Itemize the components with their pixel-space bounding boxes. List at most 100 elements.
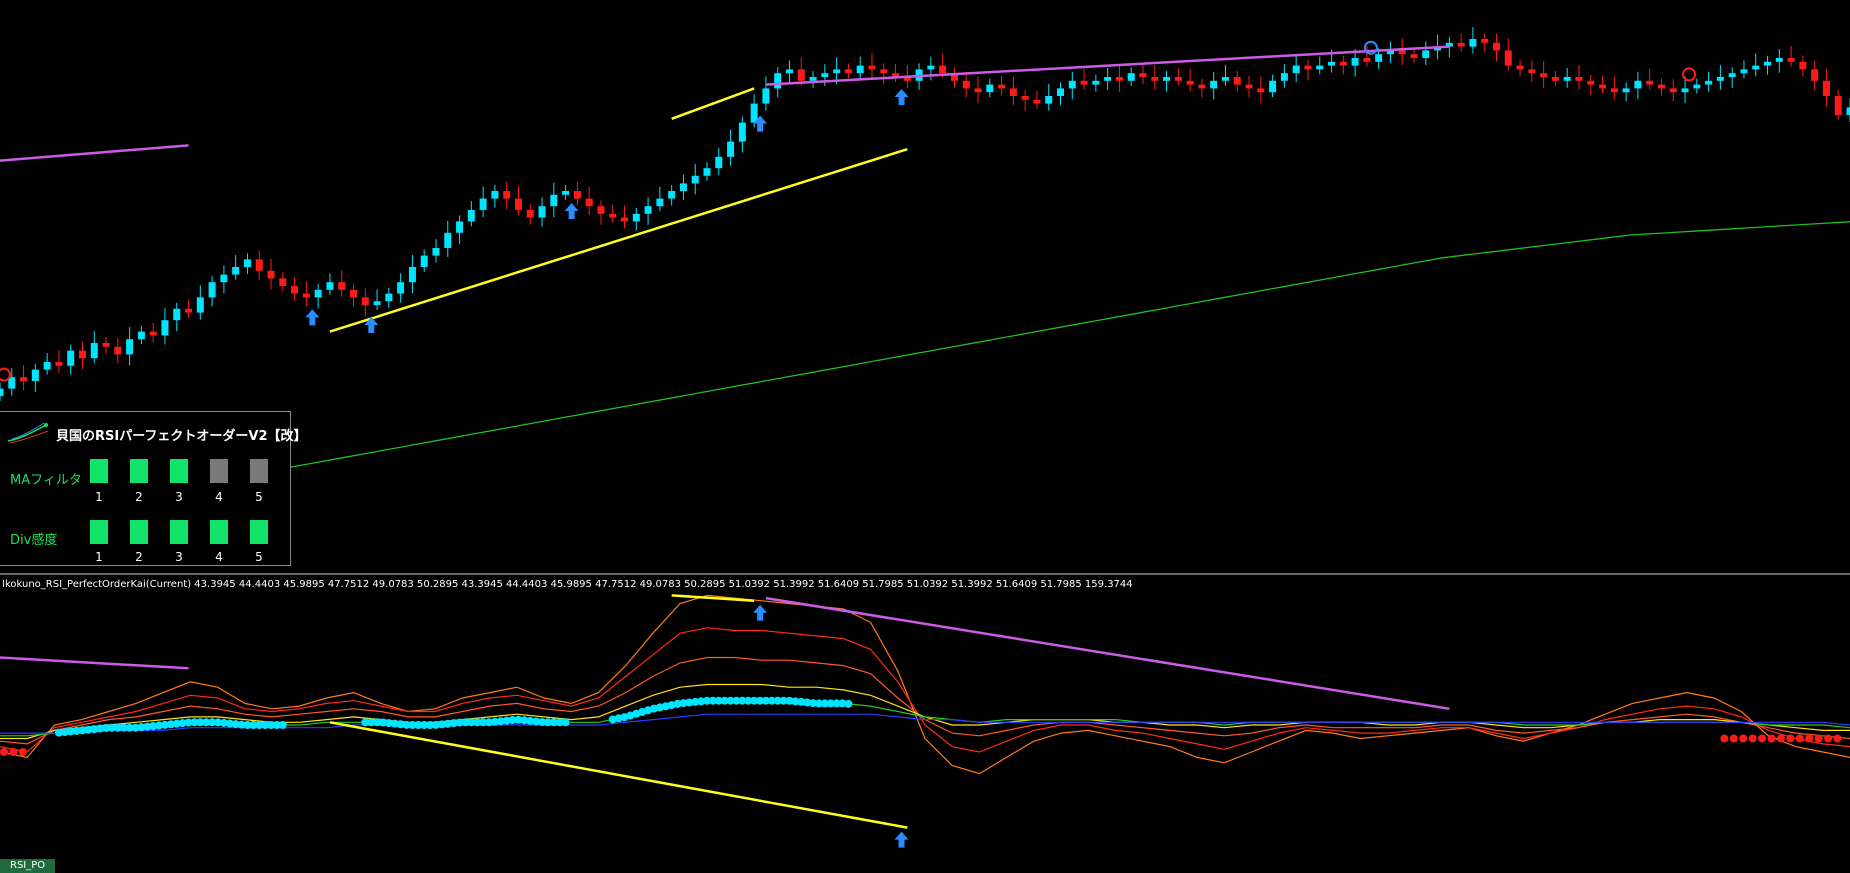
bull-candle[interactable]: [1351, 58, 1359, 66]
bear-candle[interactable]: [1033, 99, 1041, 104]
bull-candle[interactable]: [1292, 65, 1300, 74]
bear-candle[interactable]: [1657, 84, 1665, 89]
buy-arrow-icon[interactable]: [894, 89, 909, 105]
bull-candle[interactable]: [1221, 77, 1229, 81]
bull-candle[interactable]: [809, 77, 817, 81]
bottom-tab-rsi-po[interactable]: RSI_PO: [0, 859, 55, 873]
bear-candle[interactable]: [338, 282, 346, 290]
bull-candle[interactable]: [562, 191, 570, 195]
bull-candle[interactable]: [1846, 107, 1850, 115]
signal-ring-icon[interactable]: [1682, 67, 1697, 82]
bear-candle[interactable]: [1174, 77, 1182, 81]
ma-filter-toggle-3[interactable]: [170, 459, 188, 483]
bull-candle[interactable]: [833, 69, 841, 74]
bear-candle[interactable]: [998, 84, 1006, 89]
bear-candle[interactable]: [1186, 80, 1194, 85]
bull-candle[interactable]: [856, 65, 864, 74]
signal-ring-icon[interactable]: [1363, 40, 1378, 55]
bull-candle[interactable]: [703, 168, 711, 176]
bear-candle[interactable]: [903, 77, 911, 81]
bull-candle[interactable]: [1045, 96, 1053, 104]
bull-candle[interactable]: [137, 331, 145, 340]
bull-candle[interactable]: [173, 308, 181, 321]
div-toggle-4[interactable]: [210, 520, 228, 544]
bull-candle[interactable]: [986, 84, 994, 93]
bear-candle[interactable]: [1457, 42, 1465, 47]
bear-candle[interactable]: [1339, 61, 1347, 66]
bear-candle[interactable]: [1646, 80, 1654, 85]
bear-candle[interactable]: [962, 80, 970, 89]
bull-candle[interactable]: [1163, 77, 1171, 81]
bull-candle[interactable]: [1092, 80, 1100, 85]
bull-candle[interactable]: [762, 88, 770, 104]
bull-candle[interactable]: [479, 198, 487, 210]
bear-candle[interactable]: [621, 217, 629, 222]
bull-candle[interactable]: [8, 377, 16, 389]
bull-candle[interactable]: [1634, 80, 1642, 89]
bull-candle[interactable]: [1563, 77, 1571, 81]
bull-candle[interactable]: [656, 198, 664, 207]
bear-candle[interactable]: [880, 69, 888, 74]
bull-candle[interactable]: [1752, 65, 1760, 70]
bear-candle[interactable]: [1599, 84, 1607, 89]
bull-candle[interactable]: [632, 213, 640, 222]
bear-candle[interactable]: [55, 362, 63, 366]
bull-candle[interactable]: [1269, 80, 1277, 93]
bear-candle[interactable]: [1587, 80, 1595, 85]
bull-candle[interactable]: [1445, 42, 1453, 47]
bull-candle[interactable]: [232, 267, 240, 275]
bear-candle[interactable]: [1811, 69, 1819, 81]
bull-candle[interactable]: [821, 73, 829, 77]
bear-candle[interactable]: [1492, 42, 1500, 51]
bear-candle[interactable]: [361, 297, 369, 305]
bull-candle[interactable]: [538, 206, 546, 218]
bull-candle[interactable]: [1280, 73, 1288, 81]
bull-candle[interactable]: [1057, 88, 1065, 96]
bull-candle[interactable]: [1681, 88, 1689, 93]
bear-candle[interactable]: [302, 293, 310, 298]
bear-candle[interactable]: [1528, 69, 1536, 74]
bear-candle[interactable]: [255, 259, 263, 271]
bull-candle[interactable]: [1386, 50, 1394, 55]
bull-candle[interactable]: [67, 350, 75, 366]
bear-candle[interactable]: [526, 210, 534, 218]
bear-candle[interactable]: [1245, 84, 1253, 89]
bull-candle[interactable]: [208, 282, 216, 298]
ma-filter-toggle-2[interactable]: [130, 459, 148, 483]
bear-candle[interactable]: [844, 69, 852, 74]
bull-candle[interactable]: [1728, 73, 1736, 77]
rsi-trend-line-magenta[interactable]: [0, 656, 189, 670]
bear-candle[interactable]: [1540, 73, 1548, 77]
bear-candle[interactable]: [503, 191, 511, 199]
bear-candle[interactable]: [1304, 65, 1312, 70]
rsi-trend-line-yellow[interactable]: [329, 721, 908, 829]
bull-candle[interactable]: [491, 191, 499, 199]
bear-candle[interactable]: [291, 286, 299, 294]
bull-candle[interactable]: [1469, 39, 1477, 47]
bear-candle[interactable]: [1257, 88, 1265, 93]
bear-candle[interactable]: [868, 65, 876, 70]
ma-filter-toggle-1[interactable]: [90, 459, 108, 483]
bull-candle[interactable]: [456, 221, 464, 233]
div-toggle-3[interactable]: [170, 520, 188, 544]
bear-candle[interactable]: [149, 331, 157, 336]
bear-candle[interactable]: [892, 73, 900, 77]
bear-candle[interactable]: [514, 198, 522, 210]
rsi-trend-line-yellow[interactable]: [671, 594, 755, 603]
bear-candle[interactable]: [1799, 61, 1807, 70]
bear-candle[interactable]: [20, 377, 28, 381]
bull-candle[interactable]: [1375, 54, 1383, 62]
bull-candle[interactable]: [314, 289, 322, 298]
bear-candle[interactable]: [279, 278, 287, 286]
bull-candle[interactable]: [1740, 69, 1748, 74]
bull-candle[interactable]: [1422, 50, 1430, 58]
bear-candle[interactable]: [1551, 77, 1559, 81]
price-trend-line-magenta[interactable]: [765, 45, 1450, 86]
bear-candle[interactable]: [939, 65, 947, 74]
bear-candle[interactable]: [797, 69, 805, 81]
bear-candle[interactable]: [78, 350, 86, 359]
div-toggle-1[interactable]: [90, 520, 108, 544]
bull-candle[interactable]: [727, 141, 735, 157]
bull-candle[interactable]: [1693, 84, 1701, 89]
bear-candle[interactable]: [1398, 50, 1406, 55]
